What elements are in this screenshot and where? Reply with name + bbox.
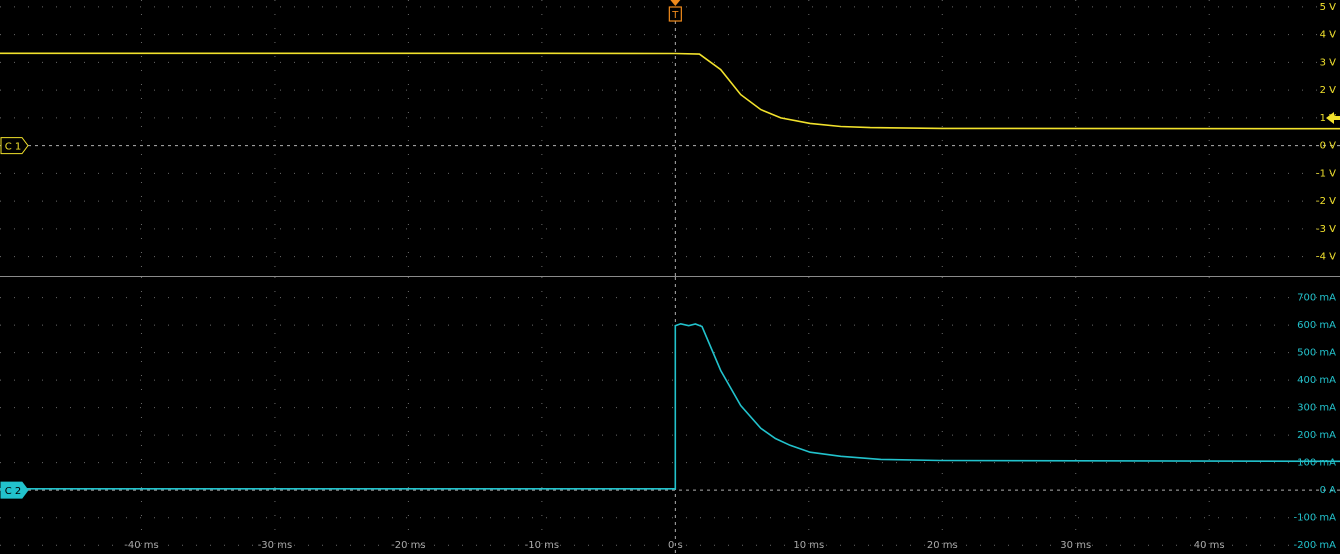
trigger-label: T: [671, 10, 679, 21]
y-tick-label: -3 V: [1316, 224, 1336, 235]
y-tick-label: -100 mA: [1294, 513, 1337, 524]
y-tick-label: 600 mA: [1297, 320, 1336, 331]
x-tick-label: -30 ms: [258, 540, 292, 551]
y-tick-label: 5 V: [1320, 2, 1337, 13]
channel-tag: [0, 481, 29, 499]
trigger-box: [668, 6, 682, 22]
x-tick-label: 30 ms: [1060, 540, 1091, 551]
y-tick-label: -2 V: [1316, 196, 1336, 207]
y-tick-label: 400 mA: [1297, 375, 1336, 386]
y-tick-label: 3 V: [1320, 57, 1337, 68]
x-tick-label: -10 ms: [525, 540, 559, 551]
y-tick-label: 700 mA: [1297, 293, 1336, 304]
y-tick-label: 2 V: [1320, 85, 1337, 96]
offset-arrow: [1326, 112, 1340, 124]
y-tick-label: -1 V: [1316, 168, 1336, 179]
x-tick-label: 10 ms: [793, 540, 824, 551]
trace: [0, 52, 1340, 130]
x-tick-label: -40 ms: [124, 540, 158, 551]
y-tick-label: 200 mA: [1297, 430, 1336, 441]
y-tick-label: 100 mA: [1297, 458, 1336, 469]
x-tick-label: 0 s: [668, 540, 683, 551]
y-tick-label: 500 mA: [1297, 348, 1336, 359]
y-tick-label: 0 V: [1320, 141, 1337, 152]
trigger-arrow: [670, 0, 681, 6]
x-tick-label: 40 ms: [1194, 540, 1225, 551]
y-tick-label: -200 mA: [1294, 540, 1337, 551]
trace: [0, 322, 1340, 490]
channel-label: C 2: [5, 486, 22, 497]
y-tick-label: 300 mA: [1297, 403, 1336, 414]
y-tick-label: 4 V: [1320, 30, 1337, 41]
y-tick-label: 0 A: [1320, 485, 1337, 496]
x-tick-label: 20 ms: [927, 540, 958, 551]
x-tick-label: -20 ms: [391, 540, 425, 551]
channel-tag: [0, 137, 29, 155]
channel-label: C 1: [5, 142, 22, 153]
y-tick-label: -4 V: [1316, 252, 1336, 263]
